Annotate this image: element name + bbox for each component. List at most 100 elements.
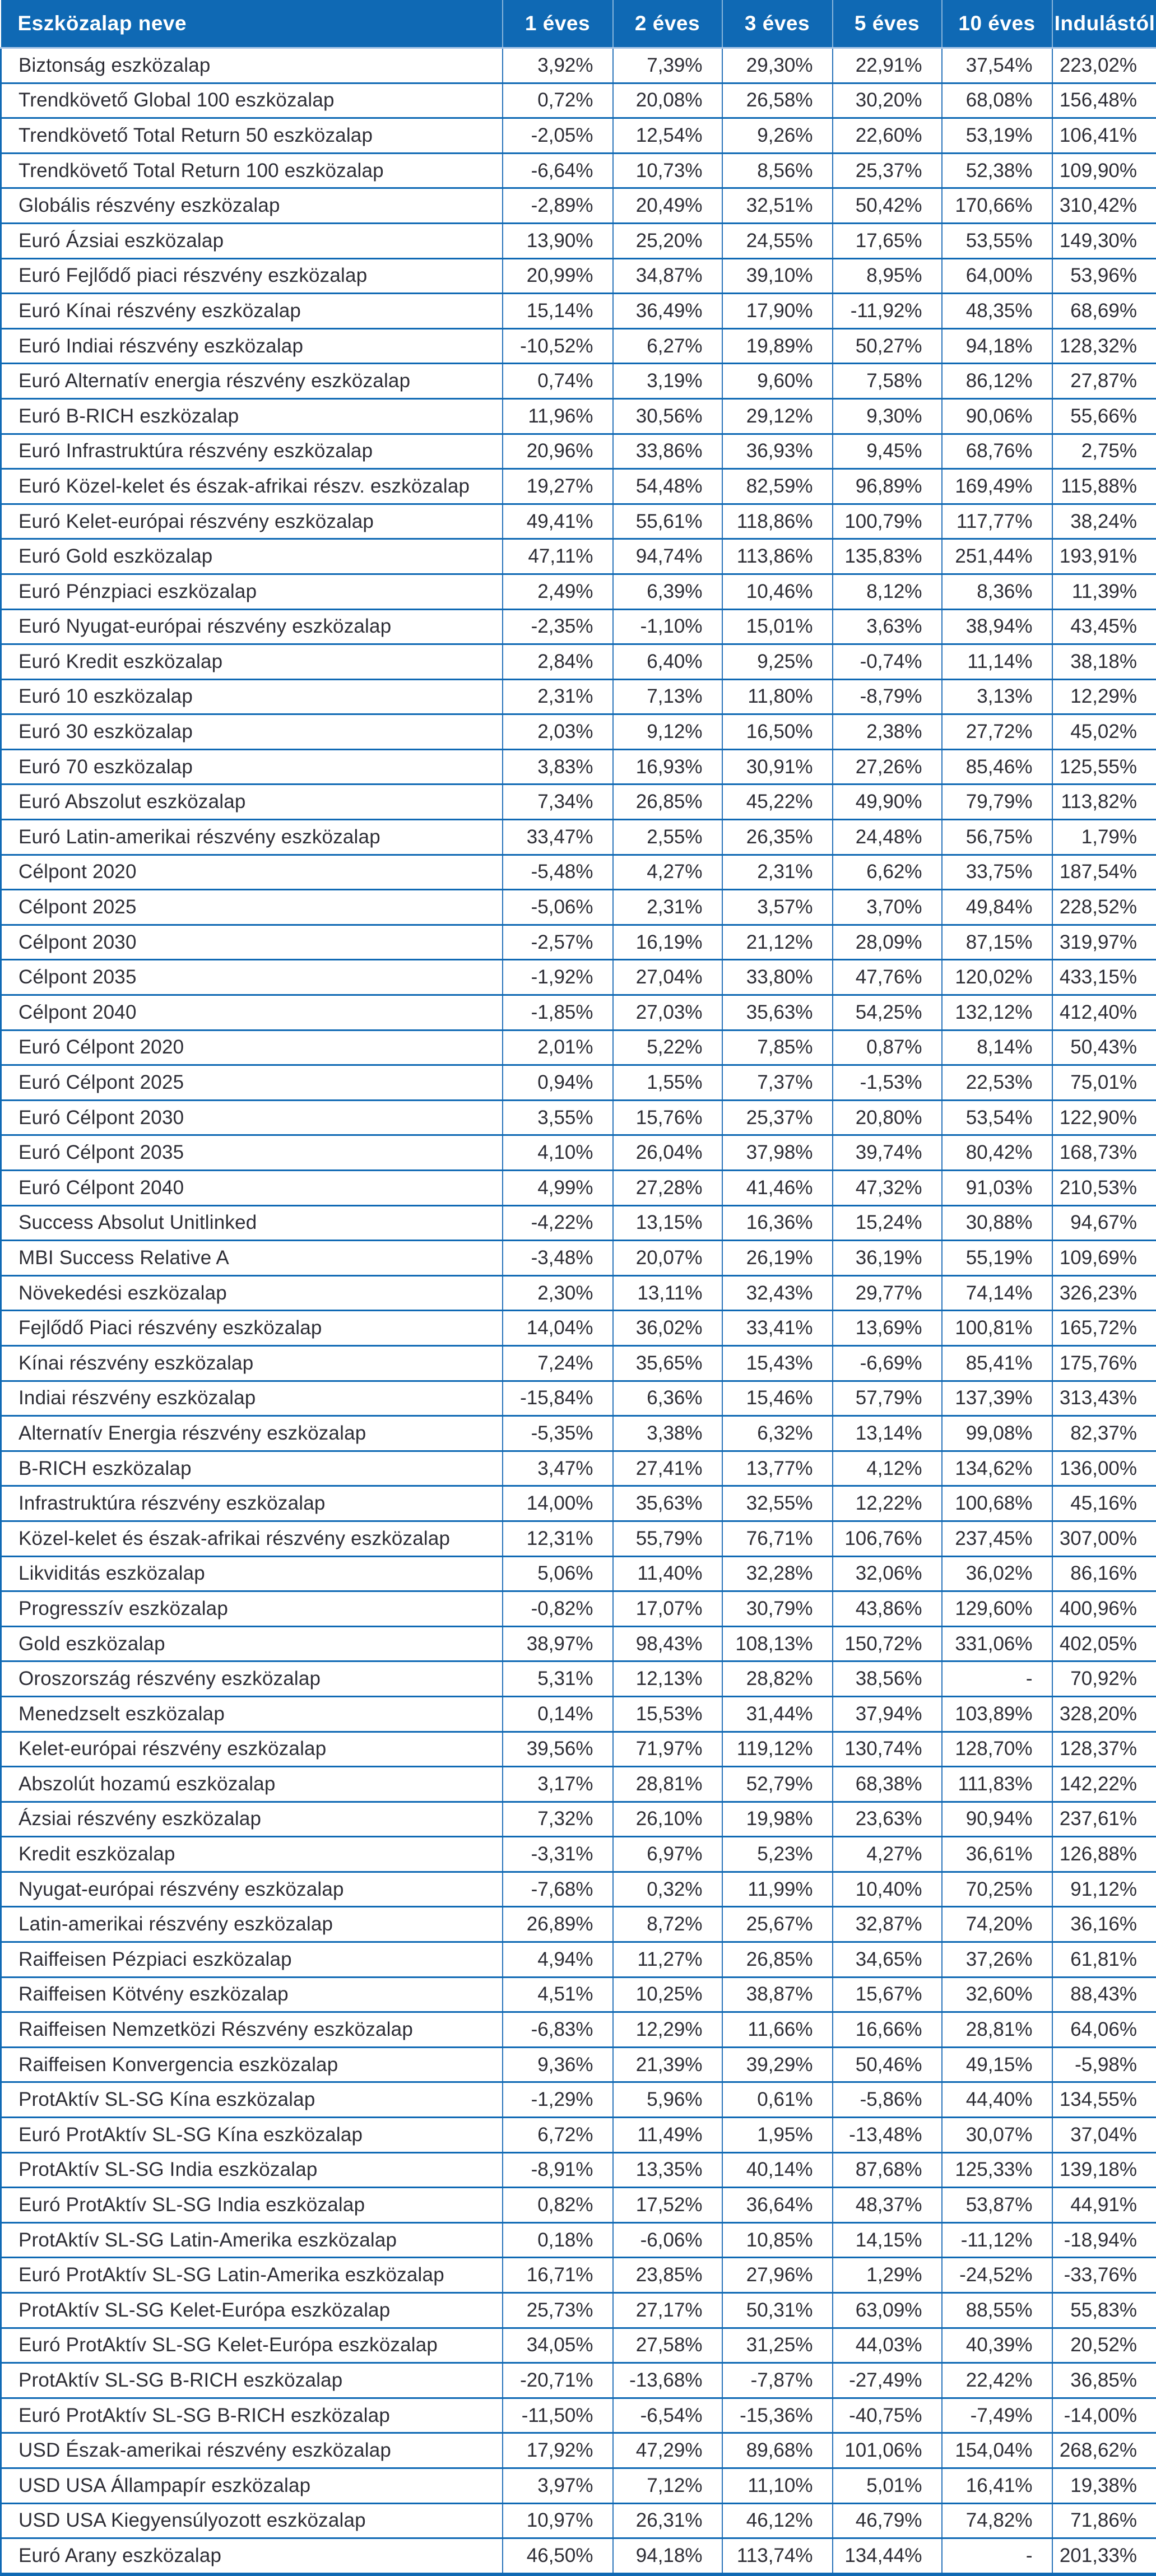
table-row: Nyugat-európai részvény eszközalap-7,68%… (1, 1872, 1156, 1907)
value-cell: 11,80% (722, 679, 833, 714)
value-cell: 37,04% (1052, 2118, 1156, 2153)
fund-name-cell: ProtAktív SL-SG India eszközalap (1, 2152, 503, 2188)
fund-name-cell: Euró Célpont 2035 (1, 1135, 503, 1171)
value-cell: 27,04% (613, 960, 722, 995)
value-cell: 3,57% (722, 890, 833, 925)
value-cell: 32,51% (722, 188, 833, 224)
value-cell: 6,62% (833, 855, 942, 890)
value-cell: 108,13% (722, 1626, 833, 1661)
value-cell: 37,94% (833, 1696, 942, 1732)
value-cell: 23,85% (613, 2258, 722, 2293)
value-cell: 70,25% (942, 1872, 1052, 1907)
header-row: Eszközalap neve 1 éves 2 éves 3 éves 5 é… (1, 0, 1156, 48)
fund-name-cell: USD USA Állampapír eszközalap (1, 2468, 503, 2503)
fund-name-cell: B-RICH eszközalap (1, 1451, 503, 1486)
value-cell: 134,44% (833, 2538, 942, 2574)
value-cell: 126,88% (1052, 1837, 1156, 1872)
value-cell: 46,12% (722, 2503, 833, 2538)
value-cell: 45,02% (1052, 714, 1156, 750)
value-cell: 15,53% (613, 1696, 722, 1732)
value-cell: 8,72% (613, 1907, 722, 1942)
value-cell: 4,12% (833, 1451, 942, 1486)
value-cell: 149,30% (1052, 223, 1156, 258)
value-cell: -5,06% (503, 890, 613, 925)
value-cell: 50,31% (722, 2293, 833, 2328)
value-cell: 3,83% (503, 749, 613, 785)
value-cell: -2,89% (503, 188, 613, 224)
fund-name-cell: Nyugat-európai részvény eszközalap (1, 1872, 503, 1907)
value-cell: 26,10% (613, 1802, 722, 1837)
value-cell: 169,49% (942, 469, 1052, 504)
value-cell: 26,04% (613, 1135, 722, 1171)
value-cell: 11,40% (613, 1556, 722, 1591)
column-header-1y: 1 éves (503, 0, 613, 48)
value-cell: -7,87% (722, 2363, 833, 2398)
value-cell: 38,94% (942, 609, 1052, 644)
value-cell: 36,02% (942, 1556, 1052, 1591)
value-cell: 44,91% (1052, 2188, 1156, 2223)
value-cell: 30,88% (942, 1205, 1052, 1241)
value-cell: -14,00% (1052, 2398, 1156, 2433)
value-cell: - (942, 1661, 1052, 1697)
value-cell: 175,76% (1052, 1345, 1156, 1381)
value-cell: 35,63% (613, 1486, 722, 1521)
value-cell: 26,31% (613, 2503, 722, 2538)
value-cell: -4,22% (503, 1205, 613, 1241)
value-cell: 15,24% (833, 1205, 942, 1241)
fund-name-cell: Euró Latin-amerikai részvény eszközalap (1, 820, 503, 855)
value-cell: -5,48% (503, 855, 613, 890)
value-cell: 35,63% (722, 995, 833, 1031)
value-cell: 0,32% (613, 1872, 722, 1907)
value-cell: 2,55% (613, 820, 722, 855)
value-cell: 20,99% (503, 258, 613, 294)
value-cell: 0,61% (722, 2082, 833, 2118)
value-cell: -6,69% (833, 1345, 942, 1381)
table-row: ProtAktív SL-SG India eszközalap-8,91%13… (1, 2152, 1156, 2188)
fund-name-cell: ProtAktív SL-SG B-RICH eszközalap (1, 2363, 503, 2398)
value-cell: 20,80% (833, 1100, 942, 1135)
value-cell: 27,03% (613, 995, 722, 1031)
value-cell: 109,90% (1052, 153, 1156, 188)
value-cell: 11,66% (722, 2012, 833, 2048)
fund-name-cell: Euró B-RICH eszközalap (1, 398, 503, 434)
value-cell: 0,74% (503, 364, 613, 399)
value-cell: 7,24% (503, 1345, 613, 1381)
value-cell: 6,39% (613, 574, 722, 609)
value-cell: 15,46% (722, 1381, 833, 1416)
value-cell: 26,58% (722, 83, 833, 118)
table-row: Globális részvény eszközalap-2,89%20,49%… (1, 188, 1156, 224)
value-cell: 9,30% (833, 398, 942, 434)
value-cell: 29,77% (833, 1275, 942, 1311)
value-cell: 49,15% (942, 2047, 1052, 2082)
value-cell: 26,85% (613, 785, 722, 820)
value-cell: -1,85% (503, 995, 613, 1031)
value-cell: 88,43% (1052, 1977, 1156, 2012)
fund-name-cell: Alternatív Energia részvény eszközalap (1, 1416, 503, 1451)
value-cell: 33,80% (722, 960, 833, 995)
table-header: Eszközalap neve 1 éves 2 éves 3 éves 5 é… (1, 0, 1156, 48)
value-cell: 38,18% (1052, 644, 1156, 680)
value-cell: 103,89% (942, 1696, 1052, 1732)
value-cell: 13,15% (613, 1205, 722, 1241)
fund-name-cell: USD USA Kiegyensúlyozott eszközalap (1, 2503, 503, 2538)
value-cell: -6,83% (503, 2012, 613, 2048)
value-cell: 16,36% (722, 1205, 833, 1241)
value-cell: 136,00% (1052, 1451, 1156, 1486)
value-cell: 129,60% (942, 1591, 1052, 1627)
table-row: Célpont 2025-5,06%2,31%3,57%3,70%49,84%2… (1, 890, 1156, 925)
value-cell: 44,40% (942, 2082, 1052, 2118)
value-cell: 2,31% (503, 679, 613, 714)
value-cell: 165,72% (1052, 1311, 1156, 1346)
value-cell: 118,86% (722, 504, 833, 539)
value-cell: 68,38% (833, 1767, 942, 1802)
value-cell: -13,68% (613, 2363, 722, 2398)
value-cell: 1,79% (1052, 820, 1156, 855)
value-cell: 7,13% (613, 679, 722, 714)
